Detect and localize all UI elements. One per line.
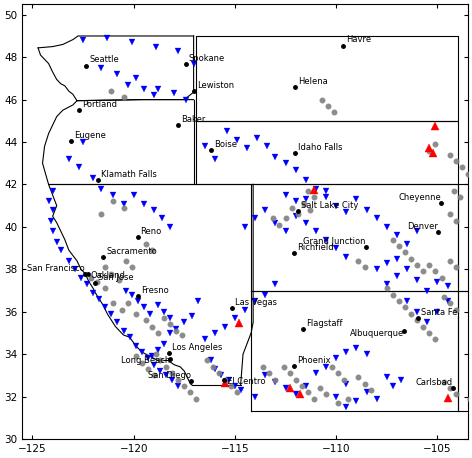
Text: Albuquerque: Albuquerque [350,329,404,338]
Text: Klamath Falls: Klamath Falls [101,170,157,179]
Text: Las Vegas: Las Vegas [235,298,277,307]
Text: Fresno: Fresno [141,286,169,295]
Text: San Diego: San Diego [148,371,191,380]
Text: Phoenix: Phoenix [297,356,331,365]
Text: Los Angeles: Los Angeles [172,343,223,352]
Text: Carlsbad: Carlsbad [416,377,453,387]
Text: Idaho Falls: Idaho Falls [298,143,343,152]
Text: Spokane: Spokane [189,55,225,63]
Text: Boise: Boise [214,140,236,149]
Text: El Centro: El Centro [227,377,265,386]
Text: Lewiston: Lewiston [197,81,234,90]
Text: Flagstaff: Flagstaff [306,319,342,327]
Text: Long Beach: Long Beach [121,356,170,365]
Text: Cheyenne: Cheyenne [398,193,441,202]
Text: Seattle: Seattle [90,55,119,64]
Text: Grand Junction: Grand Junction [303,237,365,246]
Text: Salt Lake City: Salt Lake City [301,201,358,210]
Text: Eugene: Eugene [74,131,106,140]
Text: Santa Fe: Santa Fe [421,308,458,317]
Text: Helena: Helena [298,77,328,86]
Text: Portland: Portland [83,100,118,109]
Text: Richfield: Richfield [297,243,334,252]
Text: Havre: Havre [346,35,371,44]
Text: Denver: Denver [407,222,438,231]
Text: Oakland: Oakland [91,271,126,280]
Text: San Jose: San Jose [99,273,134,282]
Text: San Francisco: San Francisco [27,264,84,273]
Text: Reno: Reno [141,227,162,236]
Text: Baker: Baker [181,115,205,125]
Text: Sacramento: Sacramento [107,247,157,256]
